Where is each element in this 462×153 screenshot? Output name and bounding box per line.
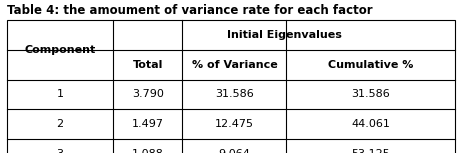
Text: 53.125: 53.125 — [352, 149, 390, 153]
Text: 2: 2 — [56, 119, 64, 129]
Text: 3: 3 — [56, 149, 64, 153]
Text: 31.586: 31.586 — [352, 90, 390, 99]
Text: Initial Eigenvalues: Initial Eigenvalues — [227, 30, 341, 40]
Text: Total: Total — [133, 60, 163, 70]
Text: 44.061: 44.061 — [351, 119, 390, 129]
Text: 31.586: 31.586 — [215, 90, 254, 99]
Text: Table 4: the amoument of variance rate for each factor: Table 4: the amoument of variance rate f… — [7, 4, 372, 17]
Text: % of Variance: % of Variance — [192, 60, 277, 70]
Text: 3.790: 3.790 — [132, 90, 164, 99]
Text: 12.475: 12.475 — [215, 119, 254, 129]
Text: 1.088: 1.088 — [132, 149, 164, 153]
Text: Cumulative %: Cumulative % — [328, 60, 413, 70]
Text: 9.064: 9.064 — [219, 149, 250, 153]
Text: 1.497: 1.497 — [132, 119, 164, 129]
Text: 1: 1 — [56, 90, 64, 99]
Text: Component: Component — [24, 45, 96, 55]
